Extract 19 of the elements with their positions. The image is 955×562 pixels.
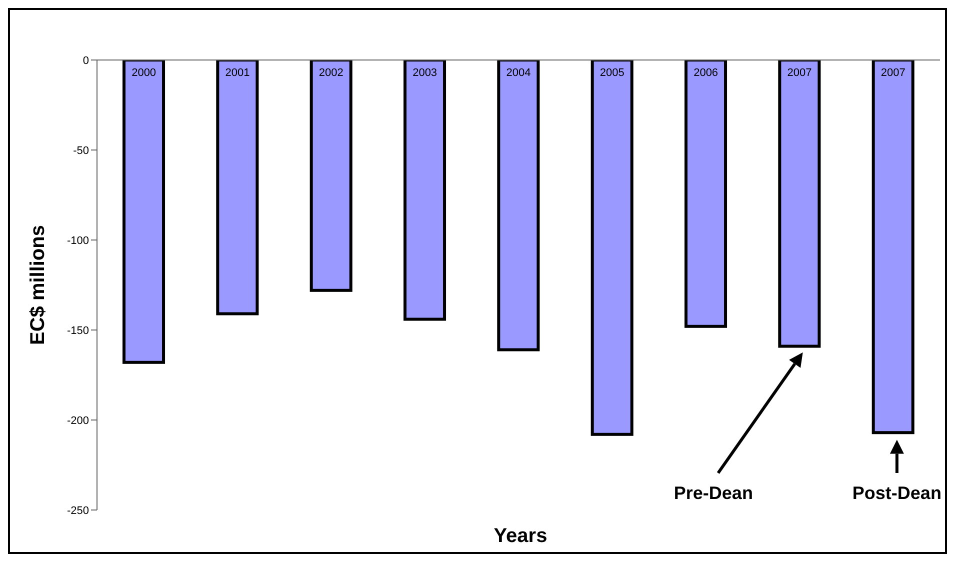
y-axis-title: EC$ millions — [27, 224, 50, 346]
annotation: Pre-Dean — [674, 483, 753, 503]
x-tick-label: 2002 — [318, 67, 344, 79]
y-tick-label: 0 — [82, 54, 89, 67]
x-tick-label: 2006 — [694, 67, 718, 79]
y-tick-label: -250 — [66, 504, 89, 517]
x-tick-label: 2007 — [787, 67, 812, 79]
y-tick-label: -50 — [73, 144, 89, 157]
x-tick-label: 2001 — [225, 67, 250, 79]
x-tick-label: 2005 — [600, 67, 624, 79]
x-tick-label: 2003 — [412, 67, 438, 79]
annotation: Post-Dean — [852, 483, 942, 503]
x-tick-label: 2000 — [132, 67, 156, 79]
x-tick-label: 2007 — [880, 67, 906, 79]
y-tick-label: -200 — [66, 414, 89, 427]
y-tick-label: -100 — [66, 234, 89, 247]
x-tick-label: 2004 — [506, 67, 531, 79]
x-axis-title: Years — [494, 525, 548, 547]
y-tick-label: -150 — [66, 324, 89, 337]
